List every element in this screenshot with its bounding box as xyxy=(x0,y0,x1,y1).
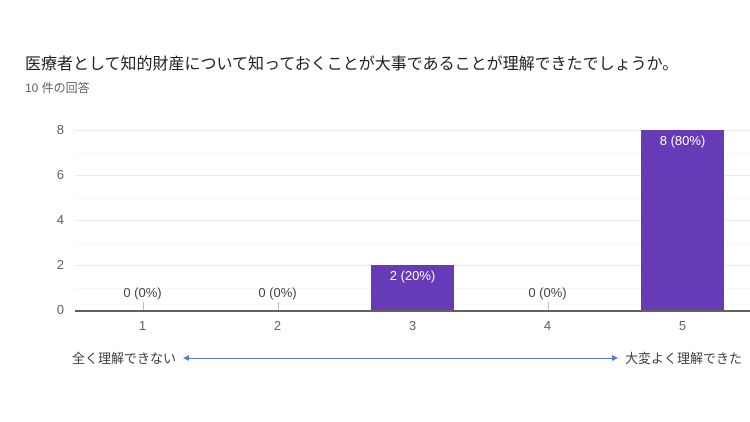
gridline xyxy=(75,220,750,221)
y-axis-tick-label: 2 xyxy=(56,257,64,272)
plot-area: 0 (0%) 0 (0%) 2 (20%) 0 (0%) 8 (80%) xyxy=(75,130,750,310)
double-arrow-icon xyxy=(183,354,618,363)
bar xyxy=(371,265,454,310)
gridline xyxy=(75,152,750,154)
category-label: 1 xyxy=(138,318,147,333)
bar-chart: 0 (0%) 0 (0%) 2 (20%) 0 (0%) 8 (80%) 0 2 4 6 8 1 2… xyxy=(0,122,750,340)
gridline xyxy=(75,197,750,199)
bar-value-label: 0 (0%) xyxy=(123,285,162,300)
category-label: 3 xyxy=(408,318,417,333)
y-axis-tick-label: 8 xyxy=(56,122,64,137)
y-axis-tick-label: 4 xyxy=(56,212,64,227)
category-label: 5 xyxy=(678,318,687,333)
gridline xyxy=(75,130,750,131)
x-axis-baseline xyxy=(75,310,750,312)
response-count: 10 件の回答 xyxy=(25,81,90,95)
bar xyxy=(641,130,724,310)
bar-value-label: 0 (0%) xyxy=(258,285,297,300)
y-axis-tick-label: 6 xyxy=(56,167,64,182)
arrow-line xyxy=(186,358,615,359)
scale-min-label: 全く理解できない xyxy=(72,351,177,366)
category-label: 4 xyxy=(543,318,552,333)
bar-value-label: 0 (0%) xyxy=(528,285,567,300)
zero-tick xyxy=(277,302,279,310)
zero-tick xyxy=(547,302,549,310)
question-title: 医療者として知的財産について知っておくことが大事であることが理解できたでしょうか… xyxy=(25,56,679,73)
zero-tick xyxy=(142,302,144,310)
gridline xyxy=(75,175,750,176)
scale-max-label: 大変よく理解できた xyxy=(624,351,742,366)
y-axis-tick-label: 0 xyxy=(56,302,64,317)
category-label: 2 xyxy=(273,318,282,333)
bar-value-label: 2 (20%) xyxy=(389,268,436,283)
gridline xyxy=(75,242,750,244)
bar-value-label: 8 (80%) xyxy=(659,133,706,148)
scale-legend: 全く理解できない 大変よく理解できた xyxy=(72,350,742,367)
